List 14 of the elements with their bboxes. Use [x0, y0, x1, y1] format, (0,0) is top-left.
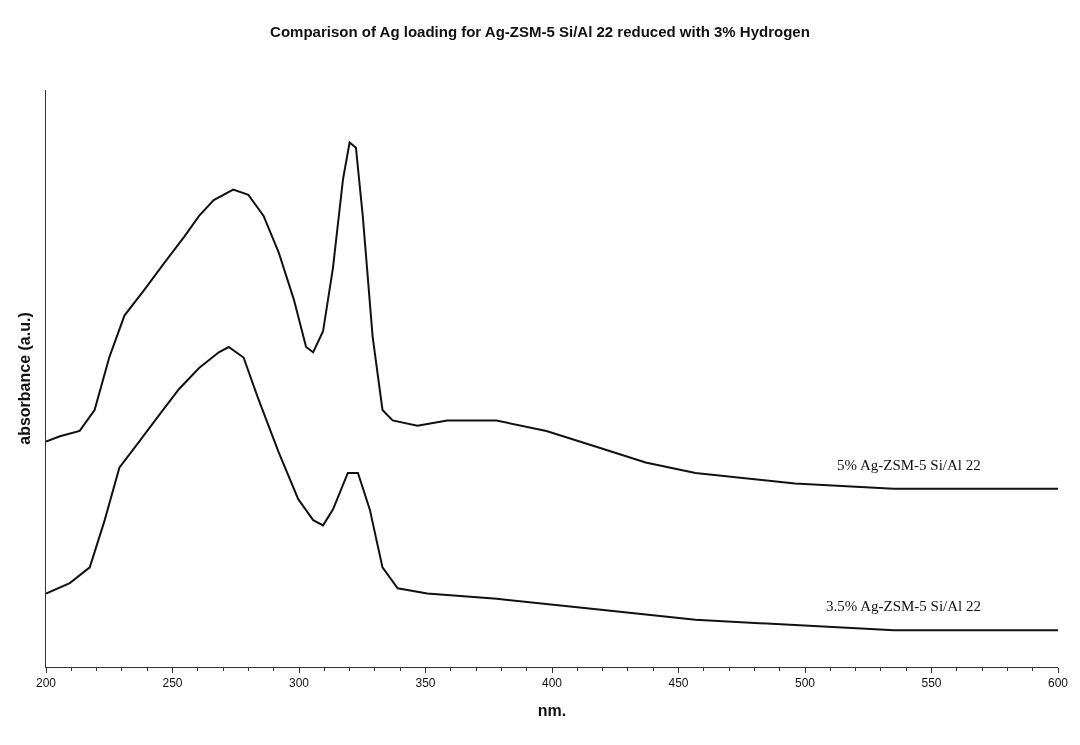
x-tick-label: 600	[1047, 676, 1069, 691]
x-tick-label: 300	[288, 676, 310, 691]
x-axis-title: nm.	[537, 702, 567, 720]
x-tick-label: 250	[162, 676, 183, 691]
x-tick-label: 350	[415, 676, 436, 691]
x-tick-label: 550	[921, 676, 942, 691]
x-tick-label: 500	[794, 676, 816, 691]
x-tick-label: 450	[668, 676, 689, 691]
series-label: 3.5% Ag-ZSM-5 Si/Al 22	[826, 598, 982, 614]
x-tick-label: 200	[35, 676, 57, 691]
x-tick-label: 400	[541, 676, 563, 691]
y-axis-title: absorbance (a.u.)	[15, 312, 33, 445]
series-label: 5% Ag-ZSM-5 Si/Al 22	[837, 457, 981, 473]
chart-title: Comparison of Ag loading for Ag-ZSM-5 Si/Al 22 reduced with 3% Hydrogen	[270, 22, 810, 40]
